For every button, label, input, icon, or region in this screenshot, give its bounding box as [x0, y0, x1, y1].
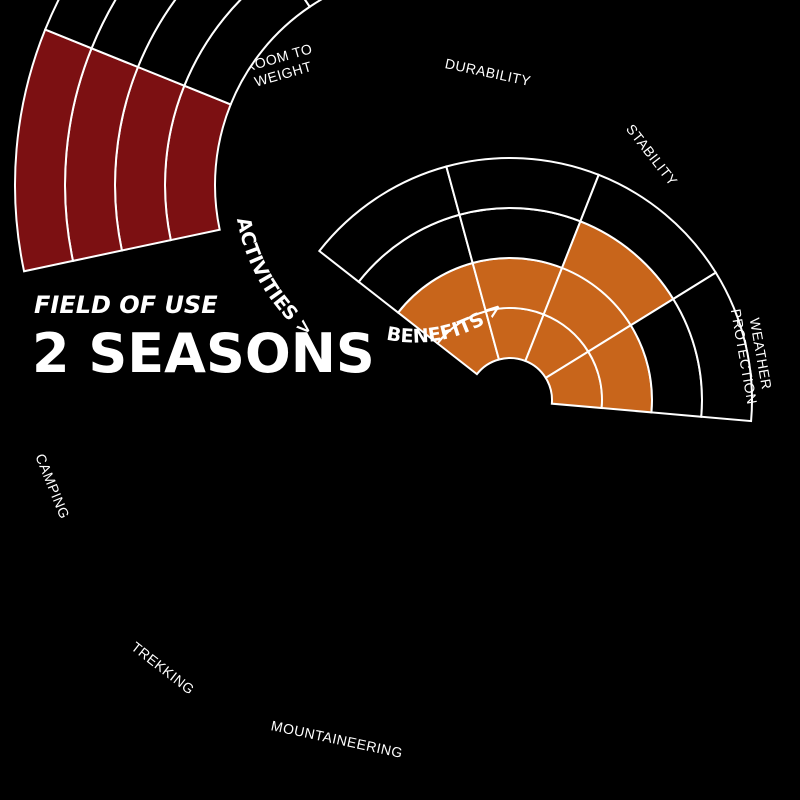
benefits-durability-level-3-cell — [458, 207, 582, 270]
activities-label-trekking: TREKKING — [128, 638, 197, 697]
activities-trekking-level-3-cell — [90, 0, 177, 69]
subtitle: FIELD OF USE — [34, 291, 218, 319]
activities-trekking-level-4-cell — [43, 0, 117, 50]
benefits-label-stability: STABILITY — [623, 121, 681, 189]
activities-label-camping: CAMPING — [32, 451, 73, 521]
page-title: 2 SEASONS — [32, 322, 375, 385]
benefits-radial-chart: BENEFITS >ROOM TOWEIGHT DURABILITYSTABILI… — [243, 40, 775, 423]
benefits-weather-protection-level-4-cell — [671, 271, 753, 423]
activities-mountaineering-level-1-cell — [304, 0, 323, 9]
benefits-label-durability: DURABILITY — [444, 55, 533, 89]
activities-label-mountaineering: MOUNTAINEERING — [270, 717, 405, 761]
